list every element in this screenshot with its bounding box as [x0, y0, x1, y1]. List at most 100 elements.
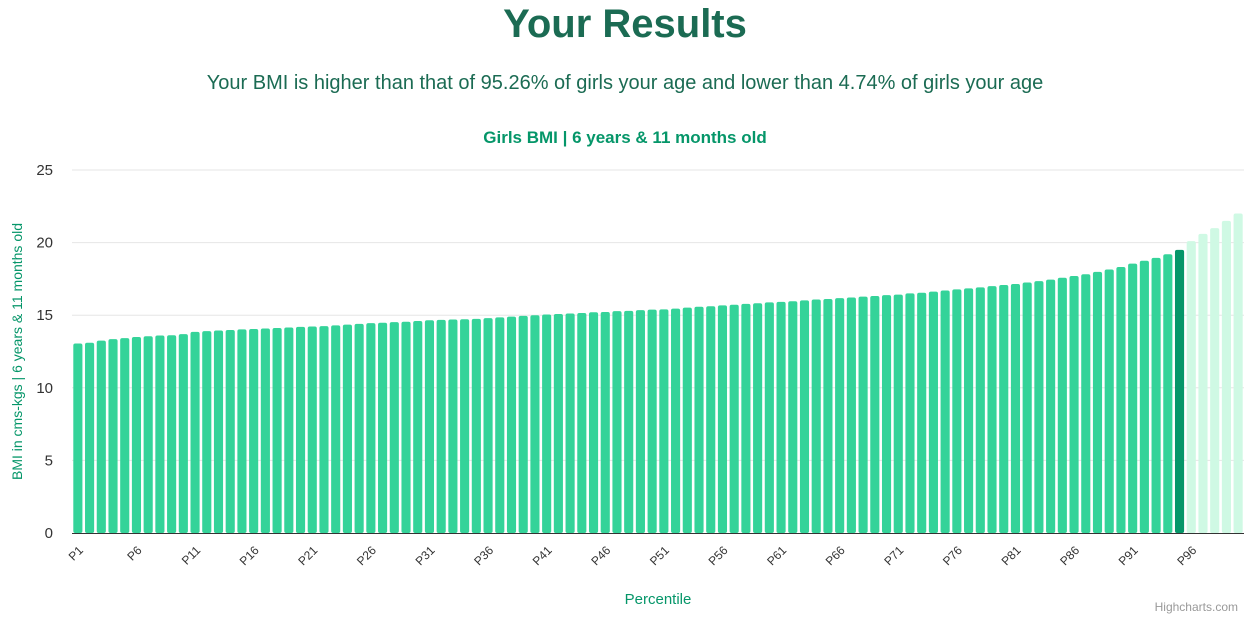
bar[interactable]	[905, 293, 915, 533]
bar[interactable]	[858, 296, 868, 533]
bar[interactable]	[202, 331, 212, 533]
bar[interactable]	[225, 330, 235, 533]
bar[interactable]	[424, 320, 435, 533]
bar[interactable]	[1210, 228, 1220, 533]
bar[interactable]	[893, 294, 903, 533]
bar[interactable]	[237, 329, 247, 533]
bar[interactable]	[295, 326, 306, 533]
bar[interactable]	[999, 284, 1009, 533]
bar[interactable]	[260, 328, 270, 533]
bar[interactable]	[167, 335, 177, 533]
bar[interactable]	[1069, 275, 1079, 533]
bar[interactable]	[542, 314, 552, 533]
bar[interactable]	[190, 331, 200, 533]
bar[interactable]	[717, 305, 728, 533]
bar[interactable]	[178, 334, 188, 533]
bar[interactable]	[1221, 220, 1231, 533]
bar[interactable]	[460, 319, 470, 533]
bar[interactable]	[729, 304, 739, 533]
bar[interactable]	[1116, 266, 1126, 533]
bar[interactable]	[799, 300, 810, 533]
bar[interactable]	[506, 316, 517, 533]
bar[interactable]	[155, 335, 165, 533]
bar[interactable]	[788, 301, 798, 533]
highcharts-credits-link[interactable]: Highcharts.com	[1154, 600, 1238, 614]
bar[interactable]	[530, 315, 540, 533]
bar[interactable]	[1046, 279, 1056, 533]
bar[interactable]	[143, 336, 153, 533]
bar[interactable]	[307, 326, 317, 533]
bar[interactable]	[647, 309, 657, 533]
bar[interactable]	[659, 309, 669, 533]
bar[interactable]	[389, 322, 399, 533]
bar[interactable]	[694, 306, 704, 533]
bar[interactable]	[565, 313, 575, 533]
bar[interactable]	[518, 315, 528, 533]
bar[interactable]	[1092, 271, 1103, 533]
bar[interactable]	[753, 303, 763, 533]
bar[interactable]	[1022, 282, 1032, 533]
bar[interactable]	[635, 310, 645, 533]
bar[interactable]	[366, 323, 376, 533]
bar[interactable]	[249, 328, 259, 533]
bar[interactable]	[964, 288, 974, 533]
bar[interactable]	[1151, 257, 1161, 533]
bar[interactable]	[1233, 213, 1243, 533]
bar[interactable]	[495, 317, 505, 533]
bar[interactable]	[671, 308, 681, 533]
bar[interactable]	[846, 297, 856, 533]
bar[interactable]	[1057, 277, 1067, 533]
bar[interactable]	[612, 311, 622, 533]
bar[interactable]	[319, 326, 329, 533]
bar[interactable]	[401, 321, 411, 533]
bar[interactable]	[131, 336, 142, 533]
bar[interactable]	[85, 342, 95, 533]
bar[interactable]	[213, 330, 224, 533]
bar[interactable]	[1139, 260, 1149, 533]
bar[interactable]	[764, 302, 774, 533]
bar-highlight[interactable]	[1174, 249, 1185, 534]
bar[interactable]	[835, 298, 845, 533]
bar[interactable]	[96, 340, 106, 533]
bar[interactable]	[553, 314, 563, 533]
bar[interactable]	[917, 292, 927, 533]
bar[interactable]	[436, 319, 446, 533]
bar[interactable]	[378, 322, 388, 533]
bar[interactable]	[577, 313, 587, 533]
bar[interactable]	[272, 327, 282, 533]
bar[interactable]	[776, 301, 786, 533]
bar[interactable]	[1186, 241, 1196, 533]
bar[interactable]	[354, 323, 364, 533]
bar[interactable]	[811, 299, 821, 533]
bar[interactable]	[1198, 233, 1208, 533]
bar[interactable]	[413, 321, 423, 533]
bar[interactable]	[483, 318, 493, 533]
bar[interactable]	[940, 290, 950, 533]
bar[interactable]	[706, 306, 716, 533]
bar[interactable]	[588, 312, 599, 533]
bar[interactable]	[1081, 274, 1091, 533]
bar[interactable]	[600, 312, 610, 533]
bar[interactable]	[881, 295, 892, 533]
bar[interactable]	[624, 310, 634, 533]
bar[interactable]	[284, 327, 294, 533]
bar[interactable]	[73, 343, 83, 533]
bar[interactable]	[823, 298, 833, 533]
bar[interactable]	[1034, 281, 1044, 533]
bar[interactable]	[987, 286, 997, 533]
bar[interactable]	[1163, 254, 1173, 533]
bar[interactable]	[952, 289, 962, 533]
bar[interactable]	[975, 287, 985, 533]
bar[interactable]	[928, 291, 938, 533]
bar[interactable]	[471, 318, 481, 533]
bar[interactable]	[1128, 263, 1138, 533]
bar[interactable]	[331, 325, 341, 533]
bar[interactable]	[342, 324, 352, 533]
bar[interactable]	[108, 339, 118, 533]
bar[interactable]	[1010, 283, 1021, 533]
bar[interactable]	[448, 319, 458, 533]
bar[interactable]	[120, 338, 130, 533]
bar[interactable]	[870, 296, 880, 533]
bar[interactable]	[1104, 269, 1114, 533]
bar[interactable]	[741, 303, 751, 533]
